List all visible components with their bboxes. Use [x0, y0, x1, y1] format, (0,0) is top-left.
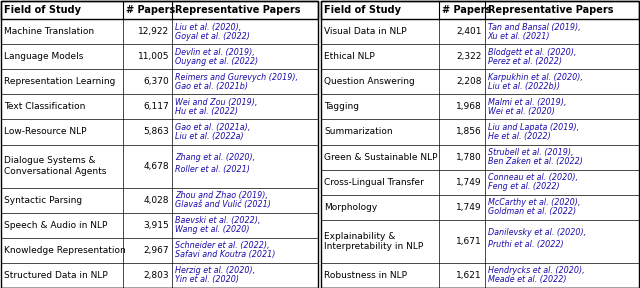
Text: 4,028: 4,028: [144, 196, 169, 205]
Text: Text Classification: Text Classification: [4, 102, 85, 111]
Text: Meade et al. (2022): Meade et al. (2022): [488, 275, 566, 285]
Text: He et al. (2022): He et al. (2022): [488, 132, 550, 141]
Text: Visual Data in NLP: Visual Data in NLP: [324, 27, 406, 36]
Text: Herzig et al. (2020),: Herzig et al. (2020),: [175, 266, 255, 275]
Text: Zhang et al. (2020),: Zhang et al. (2020),: [175, 153, 255, 162]
Text: Karpukhin et al. (2020),: Karpukhin et al. (2020),: [488, 73, 582, 82]
Text: Field of Study: Field of Study: [4, 5, 81, 15]
Text: 1,621: 1,621: [456, 271, 482, 280]
Text: McCarthy et al. (2020),: McCarthy et al. (2020),: [488, 198, 580, 207]
Text: Safavi and Koutra (2021): Safavi and Koutra (2021): [175, 250, 276, 259]
Text: Schneider et al. (2022),: Schneider et al. (2022),: [175, 241, 269, 250]
Text: Reimers and Gurevych (2019),: Reimers and Gurevych (2019),: [175, 73, 298, 82]
Text: Structured Data in NLP: Structured Data in NLP: [4, 271, 108, 280]
Text: Baevski et al. (2022),: Baevski et al. (2022),: [175, 216, 260, 225]
Bar: [321, 1, 639, 288]
Text: 2,401: 2,401: [456, 27, 482, 36]
Text: Summarization: Summarization: [324, 128, 392, 137]
Text: Wei and Zou (2019),: Wei and Zou (2019),: [175, 98, 257, 107]
Text: Tagging: Tagging: [324, 102, 359, 111]
Text: Question Answering: Question Answering: [324, 77, 415, 86]
Text: Robustness in NLP: Robustness in NLP: [324, 271, 407, 280]
Text: Hu et al. (2022): Hu et al. (2022): [175, 107, 238, 116]
Text: 1,780: 1,780: [456, 153, 482, 162]
Bar: [321, 1, 639, 19]
Text: 2,322: 2,322: [456, 52, 482, 61]
Text: Zhou and Zhao (2019),: Zhou and Zhao (2019),: [175, 191, 268, 200]
Text: Goyal et al. (2022): Goyal et al. (2022): [175, 32, 250, 41]
Text: 1,856: 1,856: [456, 128, 482, 137]
Text: Conneau et al. (2020),: Conneau et al. (2020),: [488, 173, 578, 182]
Text: Syntactic Parsing: Syntactic Parsing: [4, 196, 82, 205]
Text: Perez et al. (2022): Perez et al. (2022): [488, 57, 562, 66]
Text: Liu et al. (2020),: Liu et al. (2020),: [175, 22, 241, 31]
Text: Dialogue Systems &
Conversational Agents: Dialogue Systems & Conversational Agents: [4, 156, 106, 176]
Text: Ben Zaken et al. (2022): Ben Zaken et al. (2022): [488, 157, 582, 166]
Text: Devlin et al. (2019),: Devlin et al. (2019),: [175, 48, 255, 57]
Text: 4,678: 4,678: [143, 162, 169, 170]
Text: 2,803: 2,803: [143, 271, 169, 280]
Text: Cross-Lingual Transfer: Cross-Lingual Transfer: [324, 178, 424, 187]
Text: Ouyang et al. (2022): Ouyang et al. (2022): [175, 57, 259, 66]
Text: 1,749: 1,749: [456, 203, 482, 212]
Text: Representative Papers: Representative Papers: [488, 5, 613, 15]
Text: Representation Learning: Representation Learning: [4, 77, 115, 86]
Text: Representative Papers: Representative Papers: [175, 5, 301, 15]
Text: Malmi et al. (2019),: Malmi et al. (2019),: [488, 98, 566, 107]
Text: 2,208: 2,208: [456, 77, 482, 86]
Bar: [1, 1, 318, 288]
Text: Knowledge Representation: Knowledge Representation: [4, 246, 125, 255]
Text: Blodgett et al. (2020),: Blodgett et al. (2020),: [488, 48, 576, 57]
Text: Pruthi et al. (2022): Pruthi et al. (2022): [488, 240, 563, 249]
Text: Gao et al. (2021b): Gao et al. (2021b): [175, 82, 248, 91]
Text: 6,370: 6,370: [143, 77, 169, 86]
Text: Roller et al. (2021): Roller et al. (2021): [175, 165, 250, 174]
Text: # Papers: # Papers: [442, 5, 491, 15]
Text: Speech & Audio in NLP: Speech & Audio in NLP: [4, 221, 108, 230]
Text: 5,863: 5,863: [143, 128, 169, 137]
Text: Strubell et al. (2019),: Strubell et al. (2019),: [488, 148, 573, 157]
Text: 1,968: 1,968: [456, 102, 482, 111]
Text: Danilevsky et al. (2020),: Danilevsky et al. (2020),: [488, 228, 586, 237]
Text: 2,967: 2,967: [143, 246, 169, 255]
Text: 1,671: 1,671: [456, 237, 482, 246]
Text: Yin et al. (2020): Yin et al. (2020): [175, 275, 239, 285]
Text: Glavaš and Vulić (2021): Glavaš and Vulić (2021): [175, 200, 271, 209]
Text: Liu et al. (2022b)): Liu et al. (2022b)): [488, 82, 560, 91]
Text: Tan and Bansal (2019),: Tan and Bansal (2019),: [488, 22, 580, 31]
Text: Wei et al. (2020): Wei et al. (2020): [488, 107, 555, 116]
Text: 6,117: 6,117: [143, 102, 169, 111]
Text: Explainability &
Interpretability in NLP: Explainability & Interpretability in NLP: [324, 232, 423, 251]
Text: 11,005: 11,005: [138, 52, 169, 61]
Text: Gao et al. (2021a),: Gao et al. (2021a),: [175, 123, 250, 132]
Text: Feng et al. (2022): Feng et al. (2022): [488, 182, 559, 191]
Text: # Papers: # Papers: [126, 5, 175, 15]
Text: Hendrycks et al. (2020),: Hendrycks et al. (2020),: [488, 266, 584, 275]
Text: Machine Translation: Machine Translation: [4, 27, 94, 36]
Text: 12,922: 12,922: [138, 27, 169, 36]
Text: Language Models: Language Models: [4, 52, 83, 61]
Text: Wang et al. (2020): Wang et al. (2020): [175, 225, 250, 234]
Text: Xu et al. (2021): Xu et al. (2021): [488, 32, 550, 41]
Text: Green & Sustainable NLP: Green & Sustainable NLP: [324, 153, 438, 162]
Text: Liu and Lapata (2019),: Liu and Lapata (2019),: [488, 123, 579, 132]
Text: Low-Resource NLP: Low-Resource NLP: [4, 128, 86, 137]
Text: Goldman et al. (2022): Goldman et al. (2022): [488, 207, 576, 216]
Text: Morphology: Morphology: [324, 203, 377, 212]
Bar: [1, 1, 318, 19]
Text: Liu et al. (2022a): Liu et al. (2022a): [175, 132, 244, 141]
Text: Field of Study: Field of Study: [324, 5, 401, 15]
Text: Ethical NLP: Ethical NLP: [324, 52, 375, 61]
Text: 1,749: 1,749: [456, 178, 482, 187]
Text: 3,915: 3,915: [143, 221, 169, 230]
